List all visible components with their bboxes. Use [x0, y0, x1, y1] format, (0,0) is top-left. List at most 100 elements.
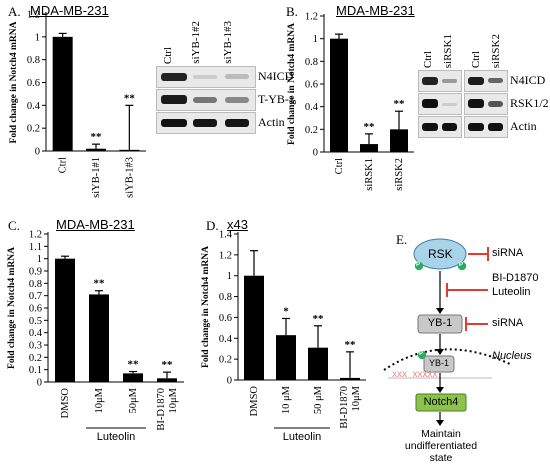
- y-tick-label: 0.8: [305, 57, 318, 68]
- y-tick-label: 0: [35, 147, 40, 158]
- panel-d-label: D.: [206, 218, 219, 233]
- y-tick-label: 0: [227, 376, 232, 387]
- diagram-sirna-2: siRNA: [492, 317, 524, 329]
- y-tick-label: 0.4: [305, 102, 319, 113]
- blot-a-actin-band-row: [156, 112, 256, 134]
- diagram-notch4-label: Notch4: [423, 396, 459, 408]
- y-tick-label: 0.4: [219, 334, 233, 345]
- y-axis-title: Fold change in Notch4 mRNA: [7, 247, 17, 369]
- y-tick-label: 1: [227, 271, 232, 282]
- blot-b-rsk-left: [418, 93, 462, 115]
- x-tick-label: Ctrl: [334, 158, 345, 174]
- y-tick-label: 0.8: [219, 292, 232, 303]
- blot-b-lane-sirsk2: siRSK2: [490, 33, 502, 68]
- x-tick-label: 50μM: [128, 387, 139, 413]
- group-label: Luteolin: [97, 431, 136, 443]
- blot-b-actin-right: [464, 116, 508, 138]
- y-tick-label: 0.2: [305, 125, 318, 136]
- blot-a-row-actin: Actin: [258, 115, 285, 129]
- yb1-node: [417, 314, 463, 334]
- y-axis-title: Fold change in Notch4 mRNA: [201, 246, 211, 368]
- significance-label: **: [94, 278, 106, 290]
- panel-b-label: B.: [286, 4, 298, 19]
- y-tick-label: 0.8: [29, 279, 42, 290]
- significance-label: **: [162, 359, 174, 371]
- blot-a-n4icd-band-row: [156, 66, 256, 88]
- rsk-node: [413, 238, 467, 270]
- nuclear-membrane: [383, 348, 511, 371]
- significance-label: **: [313, 313, 325, 325]
- y-tick-label: 1: [35, 32, 40, 43]
- y-tick-label: 0: [313, 148, 318, 159]
- bar: [89, 294, 109, 382]
- blot-b-row-n4icd: N4ICD: [510, 73, 546, 87]
- diagram-yb1-nuclear-label: YB-1: [428, 358, 449, 368]
- y-tick-label: 0.2: [219, 355, 232, 366]
- blot-a-row-tyb1: T-YB-1: [258, 92, 295, 106]
- diagram-drug-2: Luteolin: [492, 286, 531, 298]
- significance-label: *: [283, 305, 289, 317]
- significance-label: **: [394, 98, 406, 110]
- blot-b-lane-sirsk1: siRSK1: [442, 33, 454, 68]
- x-tick-label: BI-D1870: [339, 386, 350, 429]
- diagram-phospho-rsk-left: P: [416, 262, 421, 268]
- x-tick-label: siRSK1: [364, 158, 375, 191]
- bar: [390, 129, 408, 152]
- x-tick-label: 10 μM: [281, 385, 292, 414]
- y-axis-title: Fold change in Notch4 mRNA: [287, 23, 297, 145]
- bar: [55, 258, 75, 382]
- y-tick-label: 1.2: [305, 12, 318, 23]
- diagram-phospho-rsk-right: P: [459, 262, 464, 268]
- y-tick-label: 0.1: [29, 365, 42, 376]
- blot-a-lane-siyb1-3: siYB-1#3: [222, 21, 234, 64]
- significance-label: **: [124, 92, 136, 104]
- bar: [52, 36, 73, 152]
- blot-a-lane-labels: Ctrl siYB-1#2 siYB-1#3: [154, 6, 254, 64]
- diagram-sirna-1: siRNA: [492, 247, 524, 259]
- significance-label: **: [91, 131, 103, 143]
- yb1-nuclear-node: [423, 355, 455, 373]
- panel-b-cell-line: MDA-MB-231: [336, 3, 415, 18]
- x-tick-label-line2: 10μM: [351, 385, 362, 411]
- panel-a-cell-line: MDA-MB-231: [30, 3, 109, 18]
- diagram-dna-marks: xxx xxxxx: [392, 369, 438, 380]
- x-tick-label: siRSK2: [394, 158, 405, 191]
- x-tick-label: 10μM: [94, 387, 105, 413]
- bar: [157, 378, 177, 382]
- x-tick-label-line2: 10μM: [168, 387, 179, 413]
- panel-d-cell-line: x43: [227, 217, 248, 232]
- bar: [330, 38, 348, 152]
- diagram-rsk-label: RSK: [428, 247, 453, 261]
- blot-b-rsk-right: [464, 93, 508, 115]
- y-tick-label: 1.2: [27, 10, 40, 21]
- diagram-yb1-label: YB-1: [427, 317, 453, 329]
- y-tick-label: 0.2: [29, 353, 42, 364]
- x-tick-label: siYB-1#1: [91, 157, 102, 198]
- chart-b: Fold change in Notch4 mRNA 0 0.2 0.4 0.6 0.8 1…: [287, 12, 414, 191]
- y-tick-label: 0.6: [29, 304, 42, 315]
- diagram-phospho-yb1-nuclear: P: [419, 351, 424, 357]
- blot-b-actin-left: [418, 116, 462, 138]
- blot-b-n4icd-right: [464, 70, 508, 92]
- x-tick-label: DMSO: [249, 386, 260, 417]
- diagram-drug-1: BI-D1870: [492, 272, 539, 284]
- blot-b-lane-labels: Ctrl siRSK1 Ctrl siRSK2: [416, 24, 508, 68]
- blot-a-lane-siyb1-2: siYB-1#2: [190, 21, 202, 64]
- y-tick-label: 1: [313, 34, 318, 45]
- chart-d: Fold change in Notch4 mRNA 0 0.2 0.4 0.6 0.8 1…: [201, 230, 366, 443]
- rsk-phospho-left: [414, 261, 424, 271]
- y-tick-label: 0.4: [27, 101, 41, 112]
- x-tick-label: siYB-1#3: [124, 157, 135, 198]
- y-axis-title: Fold change in Notch4 mRNA: [9, 21, 19, 143]
- y-tick-label: 0.4: [29, 328, 43, 339]
- chart-a: Fold change in Notch4 mRNA 0 0.2 0.4 0.6 0.8 1…: [9, 10, 146, 198]
- y-tick-label: 1.1: [29, 242, 42, 253]
- chart-c: Fold change in Notch4 mRNA00.10.20.30.40…: [7, 230, 184, 443]
- blot-a-tyb1-band-row: [156, 89, 256, 111]
- y-tick-label: 1.2: [219, 250, 232, 261]
- y-tick-label: 0.7: [29, 291, 42, 302]
- significance-label: **: [345, 339, 357, 351]
- rsk-phospho-right: [457, 261, 467, 271]
- y-tick-label: 1.2: [29, 230, 42, 241]
- bar: [360, 144, 378, 152]
